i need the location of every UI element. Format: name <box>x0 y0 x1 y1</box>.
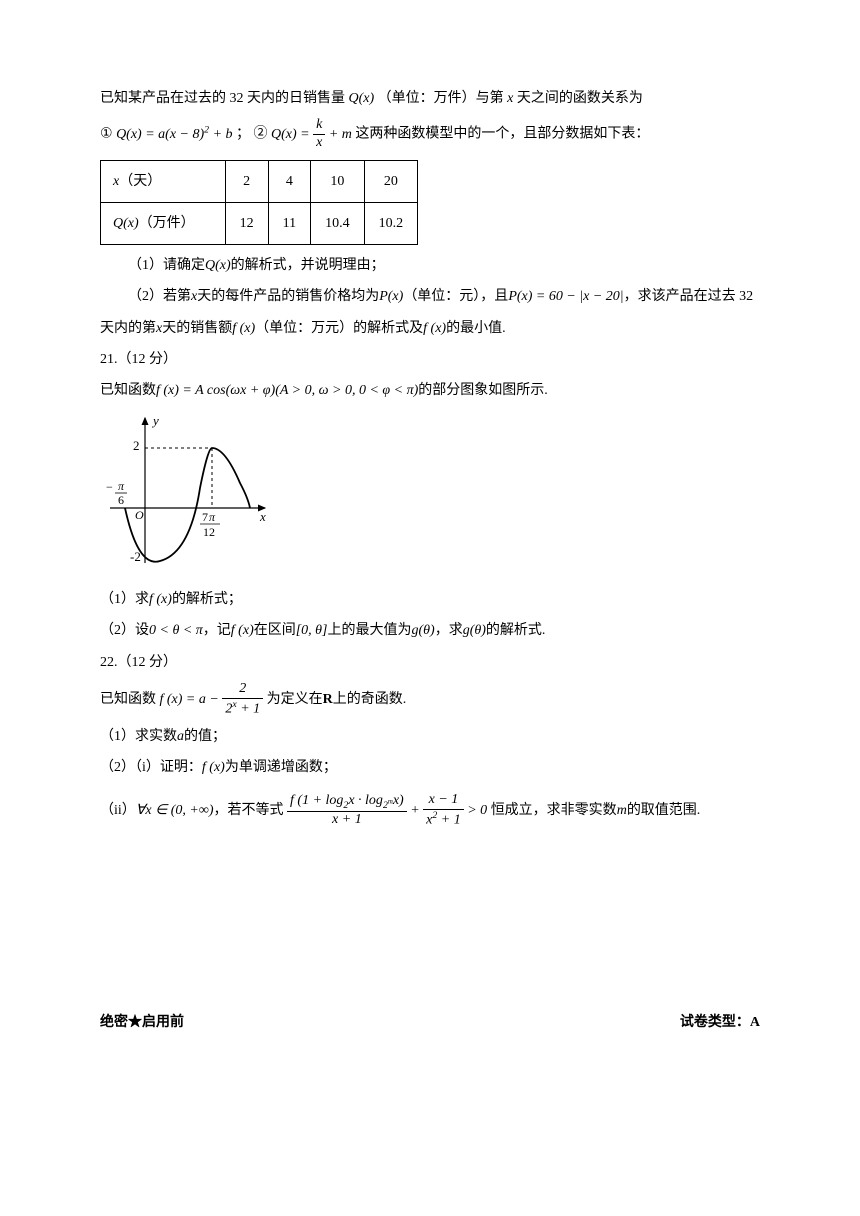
svg-text:π: π <box>209 510 216 524</box>
row-header: x（天） <box>101 160 226 202</box>
row-header: Q(x)（万件） <box>101 202 226 244</box>
text: 已知某产品在过去的 32 天内的日销售量 <box>100 91 345 106</box>
confidential-label: 绝密★启用前 <box>100 1010 184 1035</box>
svg-text:6: 6 <box>118 493 124 507</box>
svg-text:π: π <box>118 479 125 493</box>
fraction-2: x − 1 x2 + 1 <box>423 792 464 829</box>
model2: Q(x) = kx + m <box>271 127 355 142</box>
cosine-graph: y x O 2 -2 − π 6 7 π 12 <box>100 413 760 577</box>
cell: 11 <box>268 202 310 244</box>
svg-text:12: 12 <box>203 525 215 539</box>
table-row: Q(x)（万件） 12 11 10.4 10.2 <box>101 202 418 244</box>
label: ② <box>254 127 268 142</box>
y-max-label: 2 <box>133 438 140 453</box>
cell: 12 <box>225 202 268 244</box>
q21-sub2: （2）设0 < θ < π，记f (x)在区间[0, θ]上的最大值为g(θ)，… <box>100 618 760 643</box>
q22-sub2ii: （ii）∀x ∈ (0, +∞)，若不等式 f (1 + log2x · log… <box>100 792 760 829</box>
cell: 10.4 <box>311 202 365 244</box>
cell: 10.2 <box>364 202 418 244</box>
y-min-label: -2 <box>130 549 141 564</box>
cell: 2 <box>225 160 268 202</box>
sub-question-2a: （2）若第x天的每件产品的销售价格均为P(x)（单位：元），且P(x) = 60… <box>100 284 760 309</box>
paper-type-label: 试卷类型：A <box>680 1010 760 1035</box>
cell: 10 <box>311 160 365 202</box>
question-21-intro: 已知函数f (x) = A cos(ωx + φ)(A > 0, ω > 0, … <box>100 378 760 403</box>
y-axis-label: y <box>151 413 159 428</box>
question-21-header: 21.（12 分） <box>100 347 760 372</box>
sep: ； <box>236 127 250 142</box>
problem20-intro: 已知某产品在过去的 32 天内的日销售量 Q(x) （单位：万件）与第 x 天之… <box>100 86 760 111</box>
cell: 20 <box>364 160 418 202</box>
label: ① <box>100 127 113 142</box>
origin-label: O <box>135 508 144 522</box>
svg-text:7: 7 <box>202 510 208 524</box>
sub-question-1: （1）请确定Q(x)的解析式，并说明理由； <box>100 253 760 278</box>
data-table: x（天） 2 4 10 20 Q(x)（万件） 12 11 10.4 10.2 <box>100 160 418 245</box>
x-symbol: x <box>507 91 513 106</box>
cell: 4 <box>268 160 310 202</box>
x-axis-label: x <box>259 509 266 524</box>
text: 这两种函数模型中的一个，且部分数据如下表： <box>355 127 649 142</box>
model-equations: ① Q(x) = a(x − 8)2 + b ； ② Q(x) = kx + m… <box>100 117 760 152</box>
fraction-1: f (1 + log2x · log2mx) x + 1 <box>287 793 407 829</box>
text: 天之间的函数关系为 <box>517 91 643 106</box>
q21-sub1: （1）求f (x)的解析式； <box>100 587 760 612</box>
q22-func: f (x) = a − 22x + 1 <box>160 692 267 707</box>
model1: Q(x) = a(x − 8)2 + b <box>116 127 236 142</box>
question-22-intro: 已知函数 f (x) = a − 22x + 1 为定义在R上的奇函数. <box>100 681 760 718</box>
sub-question-2b: 天内的第x天的销售额f (x)（单位：万元）的解析式及f (x)的最小值. <box>100 316 760 341</box>
page-footer: 绝密★启用前 试卷类型：A <box>100 1010 760 1035</box>
question-22-header: 22.（12 分） <box>100 650 760 675</box>
q-symbol: Q(x) <box>349 91 375 106</box>
svg-text:−: − <box>106 480 113 494</box>
q22-sub1: （1）求实数a的值； <box>100 724 760 749</box>
q22-sub2i: （2）（i）证明：f (x)为单调递增函数； <box>100 755 760 780</box>
text: （单位：万件）与第 <box>378 91 504 106</box>
table-row: x（天） 2 4 10 20 <box>101 160 418 202</box>
